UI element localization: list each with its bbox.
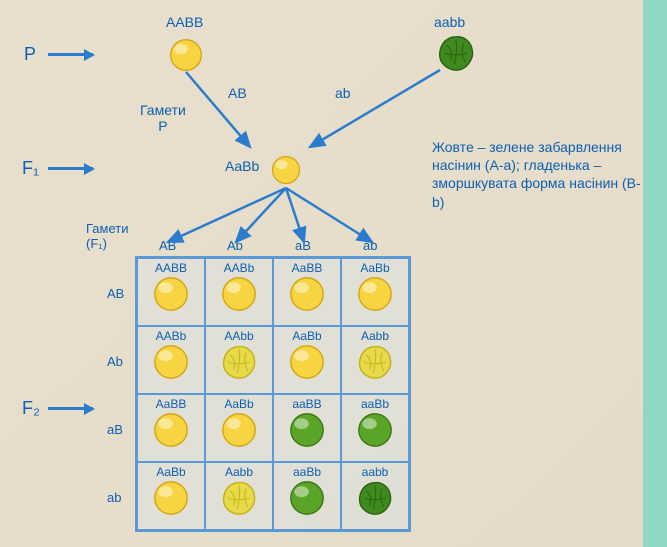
- cell-genotype: AaBB: [292, 261, 323, 275]
- cell-seed: [153, 276, 189, 312]
- cell-seed: [221, 480, 257, 516]
- cell-genotype: AABb: [224, 261, 255, 275]
- cell-seed: [221, 344, 257, 380]
- cell-seed: [357, 412, 393, 448]
- col-header-ab: ab: [363, 238, 377, 253]
- punnett-cell: AAbb: [205, 326, 273, 394]
- punnett-cell: AaBb: [273, 326, 341, 394]
- punnett-cell: AaBb: [205, 394, 273, 462]
- row-header-ab: ab: [107, 490, 121, 505]
- cell-genotype: aaBb: [361, 397, 389, 411]
- row-header-Ab: Ab: [107, 354, 123, 369]
- cell-genotype: aaBB: [292, 397, 321, 411]
- gamete-label-ab: ab: [335, 85, 351, 101]
- punnett-row: AABb AAbb AaBb Aabb: [137, 326, 409, 394]
- row-header-aB: aB: [107, 422, 123, 437]
- punnett-cell: AABb: [205, 258, 273, 326]
- cell-seed: [153, 344, 189, 380]
- label-F1: F₁: [22, 158, 39, 179]
- cell-seed: [289, 276, 325, 312]
- punnett-cell: AaBB: [273, 258, 341, 326]
- punnett-cell: aaBb: [273, 462, 341, 530]
- punnett-row: AaBB AaBb aaBB: [137, 394, 409, 462]
- punnett-cell: aabb: [341, 462, 409, 530]
- cell-seed: [221, 412, 257, 448]
- cell-genotype: AaBb: [156, 465, 185, 479]
- gametes-F1-label: Гамети (F₁): [86, 221, 129, 251]
- cell-seed: [357, 344, 393, 380]
- label-P: P: [24, 44, 36, 65]
- arrow-F1: [48, 167, 93, 170]
- right-accent-bar: [643, 0, 667, 547]
- punnett-cell: aaBb: [341, 394, 409, 462]
- punnett-cell: AaBb: [341, 258, 409, 326]
- punnett-cell: Aabb: [205, 462, 273, 530]
- col-header-AB: AB: [159, 238, 176, 253]
- cell-seed: [289, 344, 325, 380]
- cell-genotype: Aabb: [361, 329, 389, 343]
- cell-seed: [153, 480, 189, 516]
- label-F2: F₂: [22, 398, 40, 419]
- cell-genotype: AaBb: [360, 261, 389, 275]
- cell-genotype: AABB: [155, 261, 187, 275]
- col-header-Ab: Ab: [227, 238, 243, 253]
- cell-seed: [289, 480, 325, 516]
- punnett-cell: AABb: [137, 326, 205, 394]
- f1-seed: [271, 155, 301, 190]
- cell-seed: [289, 412, 325, 448]
- parent2-genotype: aabb: [434, 14, 465, 30]
- punnett-cell: Aabb: [341, 326, 409, 394]
- punnett-row: AaBb Aabb aaBb aabb: [137, 462, 409, 530]
- cell-seed: [357, 276, 393, 312]
- gamete-label-AB: AB: [228, 85, 247, 101]
- gametes-P-label: Гамети P: [140, 102, 186, 134]
- cell-seed: [153, 412, 189, 448]
- punnett-cell: aaBB: [273, 394, 341, 462]
- punnett-row: AABB AABb AaBB: [137, 258, 409, 326]
- punnett-cell: AABB: [137, 258, 205, 326]
- punnett-cell: AaBB: [137, 394, 205, 462]
- cell-genotype: Aabb: [225, 465, 253, 479]
- cell-genotype: AaBb: [292, 329, 321, 343]
- legend-text: Жовте – зелене забарвлення насінин (A-a)…: [432, 138, 642, 211]
- parent2-seed: [437, 34, 475, 77]
- cell-genotype: AAbb: [224, 329, 253, 343]
- cell-genotype: aabb: [362, 465, 389, 479]
- cell-seed: [221, 276, 257, 312]
- cell-seed: [357, 480, 393, 516]
- row-header-AB: AB: [107, 286, 124, 301]
- arrow-P: [48, 53, 93, 56]
- parent1-seed: [169, 38, 203, 77]
- arrow-F2: [48, 407, 93, 410]
- parent1-genotype: AABB: [166, 14, 203, 30]
- f1-genotype: AaBb: [225, 158, 259, 174]
- punnett-cell: AaBb: [137, 462, 205, 530]
- col-header-aB: aB: [295, 238, 311, 253]
- cell-genotype: AABb: [156, 329, 187, 343]
- cell-genotype: aaBb: [293, 465, 321, 479]
- cell-genotype: AaBB: [156, 397, 187, 411]
- punnett-square: AABB AABb AaBB: [135, 256, 411, 532]
- cell-genotype: AaBb: [224, 397, 253, 411]
